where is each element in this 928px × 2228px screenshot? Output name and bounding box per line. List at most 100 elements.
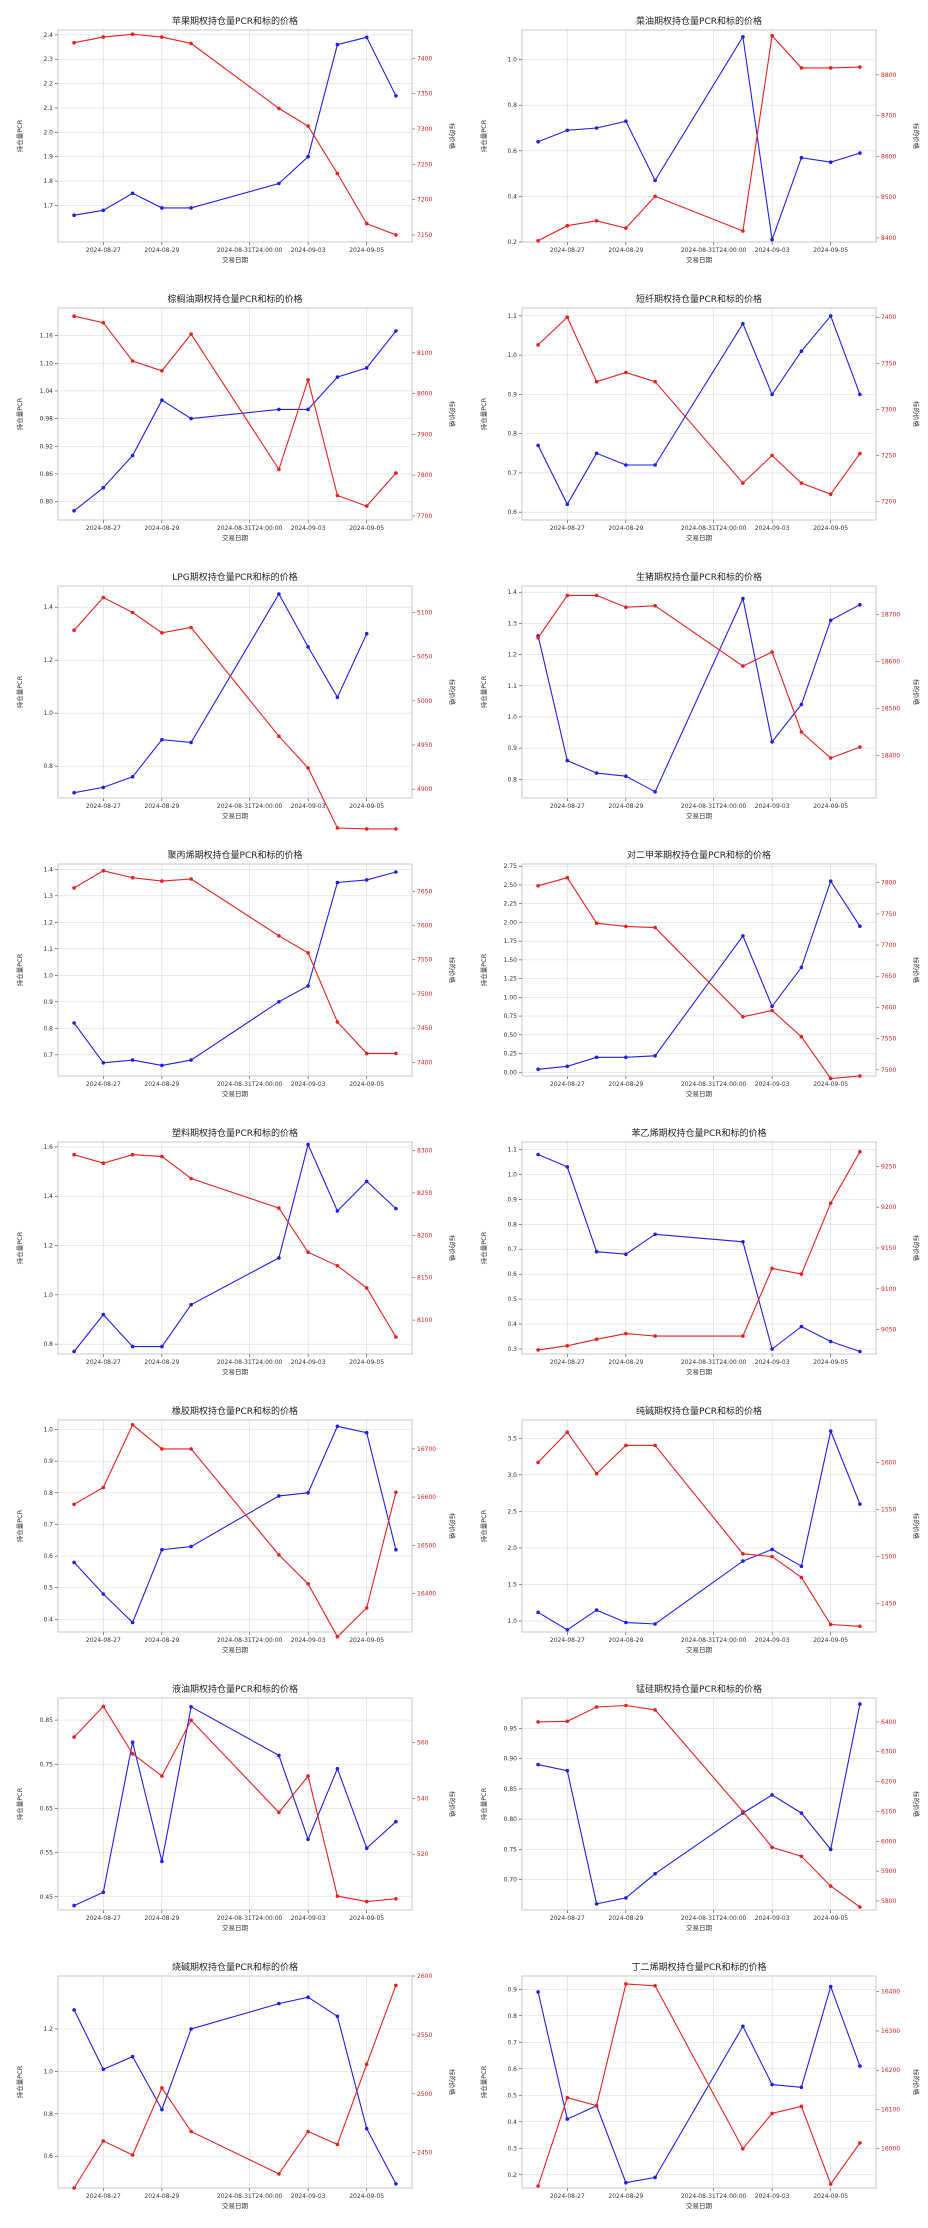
data-point-pcr <box>799 1564 804 1568</box>
x-tick-label: 2024-09-03 <box>755 2193 790 2200</box>
y-tick-label-left: 0.4 <box>43 1616 53 1623</box>
plot-frame <box>57 1697 413 1911</box>
data-point-price <box>770 33 774 38</box>
data-point-price <box>858 65 862 69</box>
y-tick-label-left: 2.75 <box>504 863 518 870</box>
data-point-pcr <box>277 181 281 186</box>
data-point-price <box>72 314 76 318</box>
data-point-price <box>565 1719 570 1724</box>
data-point-pcr <box>624 1252 628 1256</box>
data-point-price <box>565 1344 570 1348</box>
y-tick-label-left: 1.0 <box>507 1618 517 1625</box>
data-point-price <box>653 1334 657 1338</box>
series-line-pcr <box>537 1153 861 1353</box>
data-point-price <box>130 875 135 880</box>
data-point-pcr <box>364 35 369 40</box>
x-tick-label: 2024-09-03 <box>755 525 790 532</box>
data-point-pcr <box>160 1859 164 1864</box>
x-tick-label: 2024-08-31T24:00:00 <box>217 247 283 254</box>
data-point-pcr <box>335 1209 340 1213</box>
data-point-pcr <box>594 1902 599 1906</box>
x-tick-label: 2024-08-27 <box>86 1637 121 1644</box>
data-point-pcr <box>189 740 193 745</box>
series-line-price <box>538 1151 861 1351</box>
data-point-price <box>741 664 745 668</box>
y-tick-label-left: 0.5 <box>507 2092 517 2099</box>
x-tick-label: 2024-09-05 <box>349 803 384 810</box>
data-point-price <box>741 2146 745 2151</box>
y-tick-label-right: 7600 <box>417 923 432 930</box>
data-point-price <box>160 1154 164 1159</box>
x-tick-label: 2024-08-27 <box>550 1637 585 1644</box>
y-axis-label-left: 持仓量PCR <box>479 675 488 708</box>
data-point-pcr <box>189 1058 193 1062</box>
data-point-price <box>130 32 135 36</box>
y-tick-label-left: 0.9 <box>507 1986 517 1993</box>
data-point-price <box>594 379 599 384</box>
data-point-price <box>189 1447 193 1451</box>
data-point-pcr <box>741 1559 745 1563</box>
data-point-price <box>394 233 398 237</box>
y-tick-label-right: 1550 <box>881 1507 896 1514</box>
x-tick-label: 2024-08-29 <box>144 2193 179 2200</box>
chart-svg: 塑料期权持仓量PCR和标的价格 0.8 1.0 1.2 1.4 1.6 8100 8150 82… <box>15 1127 457 1376</box>
data-point-price <box>364 221 369 226</box>
y-tick-label-left: 0.75 <box>40 1761 54 1768</box>
y-tick-label-right: 7800 <box>417 472 432 479</box>
data-point-pcr <box>770 740 774 744</box>
chart-panel: 对二甲苯期权持仓量PCR和标的价格 0.00 0.25 0.50 0.75 1.00 1.2… <box>464 834 928 1112</box>
y-axis-label-right: 标的价格 <box>448 1235 457 1262</box>
y-axis-label-right: 标的价格 <box>912 2069 921 2096</box>
x-tick-label: 2024-08-29 <box>144 1081 179 1088</box>
data-point-pcr <box>394 1547 398 1552</box>
series-line-pcr <box>73 871 397 1066</box>
plot-frame <box>521 863 877 1077</box>
y-tick-label-left: 0.9 <box>43 999 53 1006</box>
y-tick-label-left: 0.25 <box>504 1051 518 1058</box>
data-point-pcr <box>770 237 774 242</box>
y-axis-label-right: 标的价格 <box>448 123 457 150</box>
data-point-price <box>335 2142 340 2147</box>
data-point-pcr <box>536 1152 540 1157</box>
y-tick-label-left: 0.7 <box>43 1052 53 1059</box>
data-point-price <box>306 378 310 382</box>
y-axis-label-left: 持仓量PCR <box>15 675 24 708</box>
y-tick-label-right: 16600 <box>417 1494 436 1501</box>
y-tick-label-right: 2550 <box>417 2032 432 2039</box>
data-point-pcr <box>858 924 862 928</box>
x-tick-label: 2024-08-29 <box>144 525 179 532</box>
data-point-pcr <box>306 407 310 412</box>
data-point-pcr <box>306 1491 310 1495</box>
data-point-price <box>306 1582 310 1586</box>
chart-title: 锰硅期权持仓量PCR和标的价格 <box>636 1683 762 1695</box>
series-line-pcr <box>73 330 397 512</box>
data-point-price <box>536 2184 540 2188</box>
y-tick-label-left: 0.6 <box>43 2153 53 2160</box>
chart-title: 丁二烯期权持仓量PCR和标的价格 <box>632 1961 767 1973</box>
data-point-pcr <box>828 1847 833 1852</box>
data-point-pcr <box>72 1903 76 1908</box>
y-tick-label-left: 0.9 <box>507 391 517 398</box>
y-tick-label-left: 0.8 <box>43 2111 53 2118</box>
data-point-pcr <box>277 1256 281 1260</box>
chart-svg: LPG期权持仓量PCR和标的价格 0.8 1.0 1.2 1.4 4900 4950 5000… <box>15 571 457 831</box>
data-point-pcr <box>306 1995 310 1999</box>
data-point-price <box>160 879 164 883</box>
data-point-price <box>306 1250 310 1254</box>
y-tick-label-left: 1.75 <box>504 938 518 945</box>
y-tick-label-right: 8700 <box>881 113 896 120</box>
data-point-price <box>653 604 657 608</box>
x-tick-label: 2024-08-31T24:00:00 <box>681 525 747 532</box>
data-point-pcr <box>189 206 193 210</box>
data-point-pcr <box>306 1142 310 1147</box>
data-point-price <box>101 2139 106 2143</box>
y-tick-label-left: 1.3 <box>43 893 53 900</box>
y-tick-label-left: 1.0 <box>43 2068 53 2075</box>
y-tick-label-left: 0.8 <box>507 1221 517 1228</box>
x-tick-label: 2024-08-29 <box>144 803 179 810</box>
data-point-pcr <box>799 702 804 707</box>
y-tick-label-right: 9250 <box>881 1163 896 1170</box>
data-point-pcr <box>828 1984 833 1989</box>
y-tick-label-right: 16700 <box>417 1446 436 1453</box>
y-axis-label-left: 持仓量PCR <box>15 1231 24 1264</box>
